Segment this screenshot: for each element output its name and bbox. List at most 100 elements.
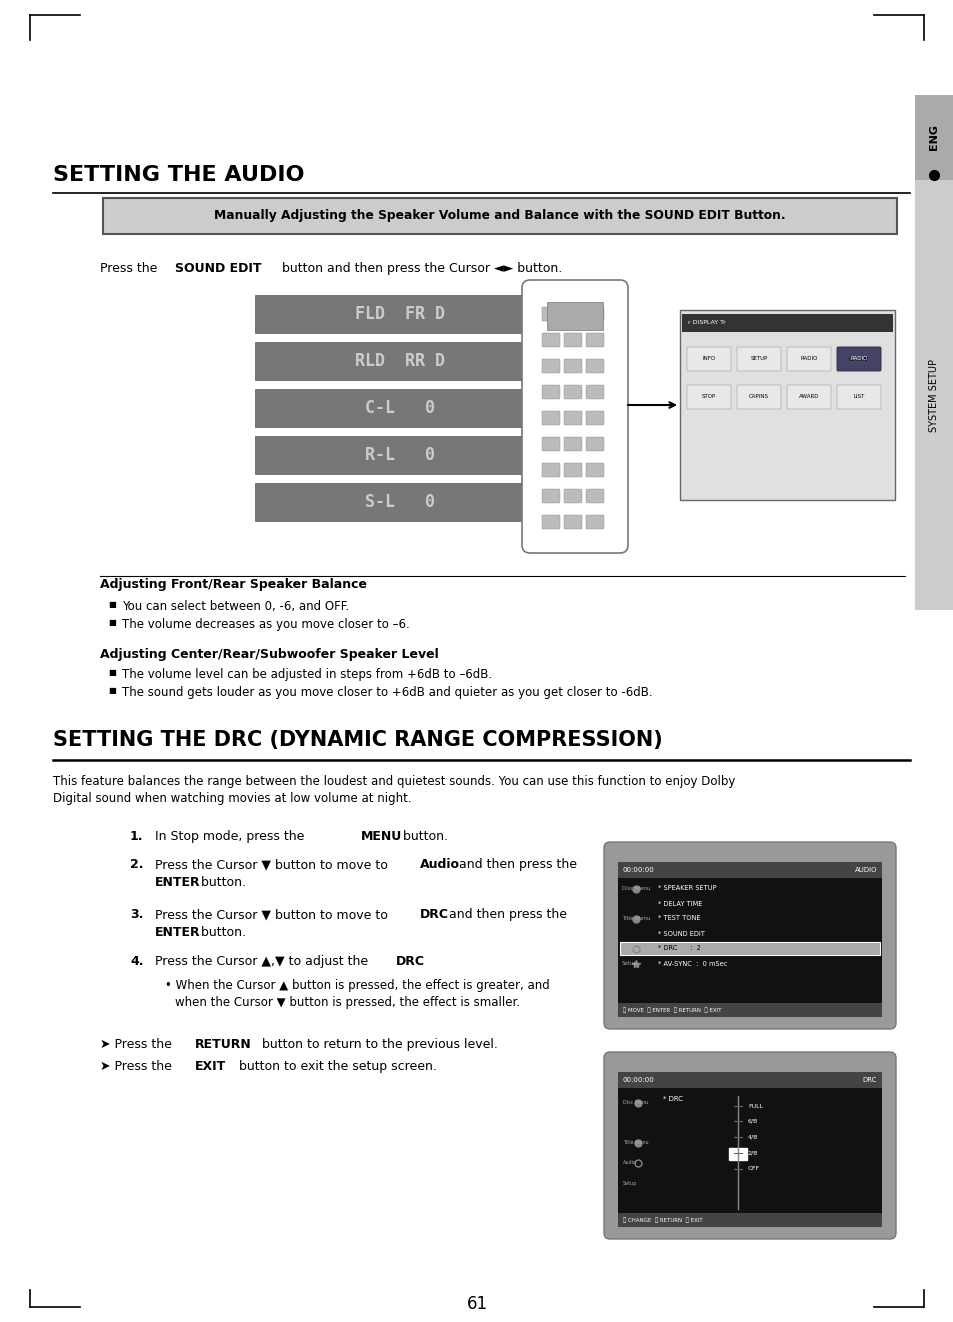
Text: RADIO: RADIO xyxy=(800,357,817,361)
Text: 3.: 3. xyxy=(130,908,143,921)
Text: ENTER: ENTER xyxy=(154,876,200,888)
Text: OFF: OFF xyxy=(747,1166,760,1171)
Text: ■: ■ xyxy=(108,617,115,627)
Text: RETURN: RETURN xyxy=(194,1038,252,1051)
Text: 2.: 2. xyxy=(130,858,143,871)
Text: C-L   0: C-L 0 xyxy=(365,399,435,416)
Text: 4/B: 4/B xyxy=(747,1134,758,1140)
FancyBboxPatch shape xyxy=(541,411,559,424)
FancyBboxPatch shape xyxy=(541,360,559,373)
FancyBboxPatch shape xyxy=(254,295,544,333)
FancyBboxPatch shape xyxy=(585,438,603,451)
Text: RLD  RR D: RLD RR D xyxy=(355,352,444,370)
Text: The sound gets louder as you move closer to +6dB and quieter as you get closer t: The sound gets louder as you move closer… xyxy=(122,686,652,699)
FancyBboxPatch shape xyxy=(585,360,603,373)
Text: Press the Cursor ▼ button to move to: Press the Cursor ▼ button to move to xyxy=(154,858,392,871)
Text: * AV-SYNC  :  0 mSec: * AV-SYNC : 0 mSec xyxy=(658,961,726,966)
Text: Press the: Press the xyxy=(100,262,161,275)
Text: R-L   0: R-L 0 xyxy=(365,446,435,464)
Text: Title Menu: Title Menu xyxy=(621,916,650,921)
Text: * DELAY TIME: * DELAY TIME xyxy=(658,900,701,907)
Text: Press the Cursor ▼ button to move to: Press the Cursor ▼ button to move to xyxy=(154,908,392,921)
Text: Ⓒ CHANGE  Ⓡ RETURN  Ⓔ EXIT: Ⓒ CHANGE Ⓡ RETURN Ⓔ EXIT xyxy=(622,1218,702,1223)
FancyBboxPatch shape xyxy=(618,862,882,1017)
Text: button and then press the Cursor ◄► button.: button and then press the Cursor ◄► butt… xyxy=(277,262,561,275)
Text: ➤ Press the: ➤ Press the xyxy=(100,1060,175,1073)
FancyBboxPatch shape xyxy=(541,516,559,529)
Text: button.: button. xyxy=(196,925,246,939)
Text: * SOUND EDIT: * SOUND EDIT xyxy=(658,931,704,936)
Text: 00:00:00: 00:00:00 xyxy=(622,1077,654,1083)
Text: and then press the: and then press the xyxy=(455,858,577,871)
Text: SYSTEM SETUP: SYSTEM SETUP xyxy=(928,358,938,431)
FancyBboxPatch shape xyxy=(254,483,544,521)
Text: r DISPLAY Tr: r DISPLAY Tr xyxy=(687,320,725,325)
Text: ■: ■ xyxy=(108,686,115,695)
FancyBboxPatch shape xyxy=(728,1147,746,1159)
FancyBboxPatch shape xyxy=(686,385,730,408)
Text: 4.: 4. xyxy=(130,954,143,968)
Text: Adjusting Center/Rear/Subwoofer Speaker Level: Adjusting Center/Rear/Subwoofer Speaker … xyxy=(100,648,438,661)
Text: SOUND EDIT: SOUND EDIT xyxy=(174,262,261,275)
Text: ■: ■ xyxy=(108,668,115,677)
Text: button.: button. xyxy=(398,830,448,843)
Text: 61: 61 xyxy=(466,1296,487,1313)
FancyBboxPatch shape xyxy=(563,411,581,424)
FancyBboxPatch shape xyxy=(914,180,952,609)
Text: CAPINS: CAPINS xyxy=(748,394,768,399)
Text: SETTING THE DRC (DYNAMIC RANGE COMPRESSION): SETTING THE DRC (DYNAMIC RANGE COMPRESSI… xyxy=(53,730,662,750)
Text: and then press the: and then press the xyxy=(444,908,566,921)
Text: • When the Cursor ▲ button is pressed, the effect is greater, and: • When the Cursor ▲ button is pressed, t… xyxy=(165,980,549,992)
FancyBboxPatch shape xyxy=(836,385,880,408)
Text: CHAN▼: CHAN▼ xyxy=(848,357,868,361)
Text: Title Menu: Title Menu xyxy=(622,1141,648,1145)
Text: * TEST TONE: * TEST TONE xyxy=(658,916,700,921)
Text: when the Cursor ▼ button is pressed, the effect is smaller.: when the Cursor ▼ button is pressed, the… xyxy=(174,995,519,1009)
FancyBboxPatch shape xyxy=(681,315,892,332)
FancyBboxPatch shape xyxy=(563,516,581,529)
Text: RADIO: RADIO xyxy=(849,357,867,361)
FancyBboxPatch shape xyxy=(563,360,581,373)
Text: 6/B: 6/B xyxy=(747,1118,758,1124)
Text: MENU: MENU xyxy=(360,830,402,843)
FancyBboxPatch shape xyxy=(563,463,581,477)
FancyBboxPatch shape xyxy=(563,438,581,451)
Text: ENTER: ENTER xyxy=(154,925,200,939)
Text: LIST: LIST xyxy=(852,394,863,399)
Text: DRC: DRC xyxy=(395,954,424,968)
FancyBboxPatch shape xyxy=(254,389,544,427)
FancyBboxPatch shape xyxy=(585,489,603,502)
Text: Disc Menu: Disc Menu xyxy=(622,1100,648,1105)
FancyBboxPatch shape xyxy=(585,411,603,424)
Text: Audio: Audio xyxy=(621,947,637,951)
FancyBboxPatch shape xyxy=(254,342,544,379)
FancyBboxPatch shape xyxy=(541,463,559,477)
FancyBboxPatch shape xyxy=(541,489,559,502)
FancyBboxPatch shape xyxy=(563,385,581,399)
FancyBboxPatch shape xyxy=(786,346,830,371)
Text: AWARD: AWARD xyxy=(798,394,819,399)
FancyBboxPatch shape xyxy=(541,333,559,346)
Text: DRC: DRC xyxy=(862,1077,876,1083)
Text: ■: ■ xyxy=(108,600,115,609)
FancyBboxPatch shape xyxy=(585,463,603,477)
FancyBboxPatch shape xyxy=(603,1052,895,1239)
Text: * DRC: * DRC xyxy=(662,1096,682,1103)
FancyBboxPatch shape xyxy=(585,333,603,346)
FancyBboxPatch shape xyxy=(563,333,581,346)
Text: STOP: STOP xyxy=(701,394,716,399)
Text: Setup: Setup xyxy=(621,961,638,966)
FancyBboxPatch shape xyxy=(737,385,781,408)
Text: FLD  FR D: FLD FR D xyxy=(355,305,444,323)
FancyBboxPatch shape xyxy=(541,307,559,321)
FancyBboxPatch shape xyxy=(585,307,603,321)
FancyBboxPatch shape xyxy=(619,943,879,954)
Text: button.: button. xyxy=(196,876,246,888)
Text: In Stop mode, press the: In Stop mode, press the xyxy=(154,830,308,843)
Text: .: . xyxy=(419,954,423,968)
FancyBboxPatch shape xyxy=(836,346,880,371)
Text: The volume level can be adjusted in steps from +6dB to –6dB.: The volume level can be adjusted in step… xyxy=(122,668,492,681)
Text: INFO: INFO xyxy=(701,357,715,361)
Text: Disc Menu: Disc Menu xyxy=(621,886,650,891)
Text: Audio: Audio xyxy=(419,858,459,871)
